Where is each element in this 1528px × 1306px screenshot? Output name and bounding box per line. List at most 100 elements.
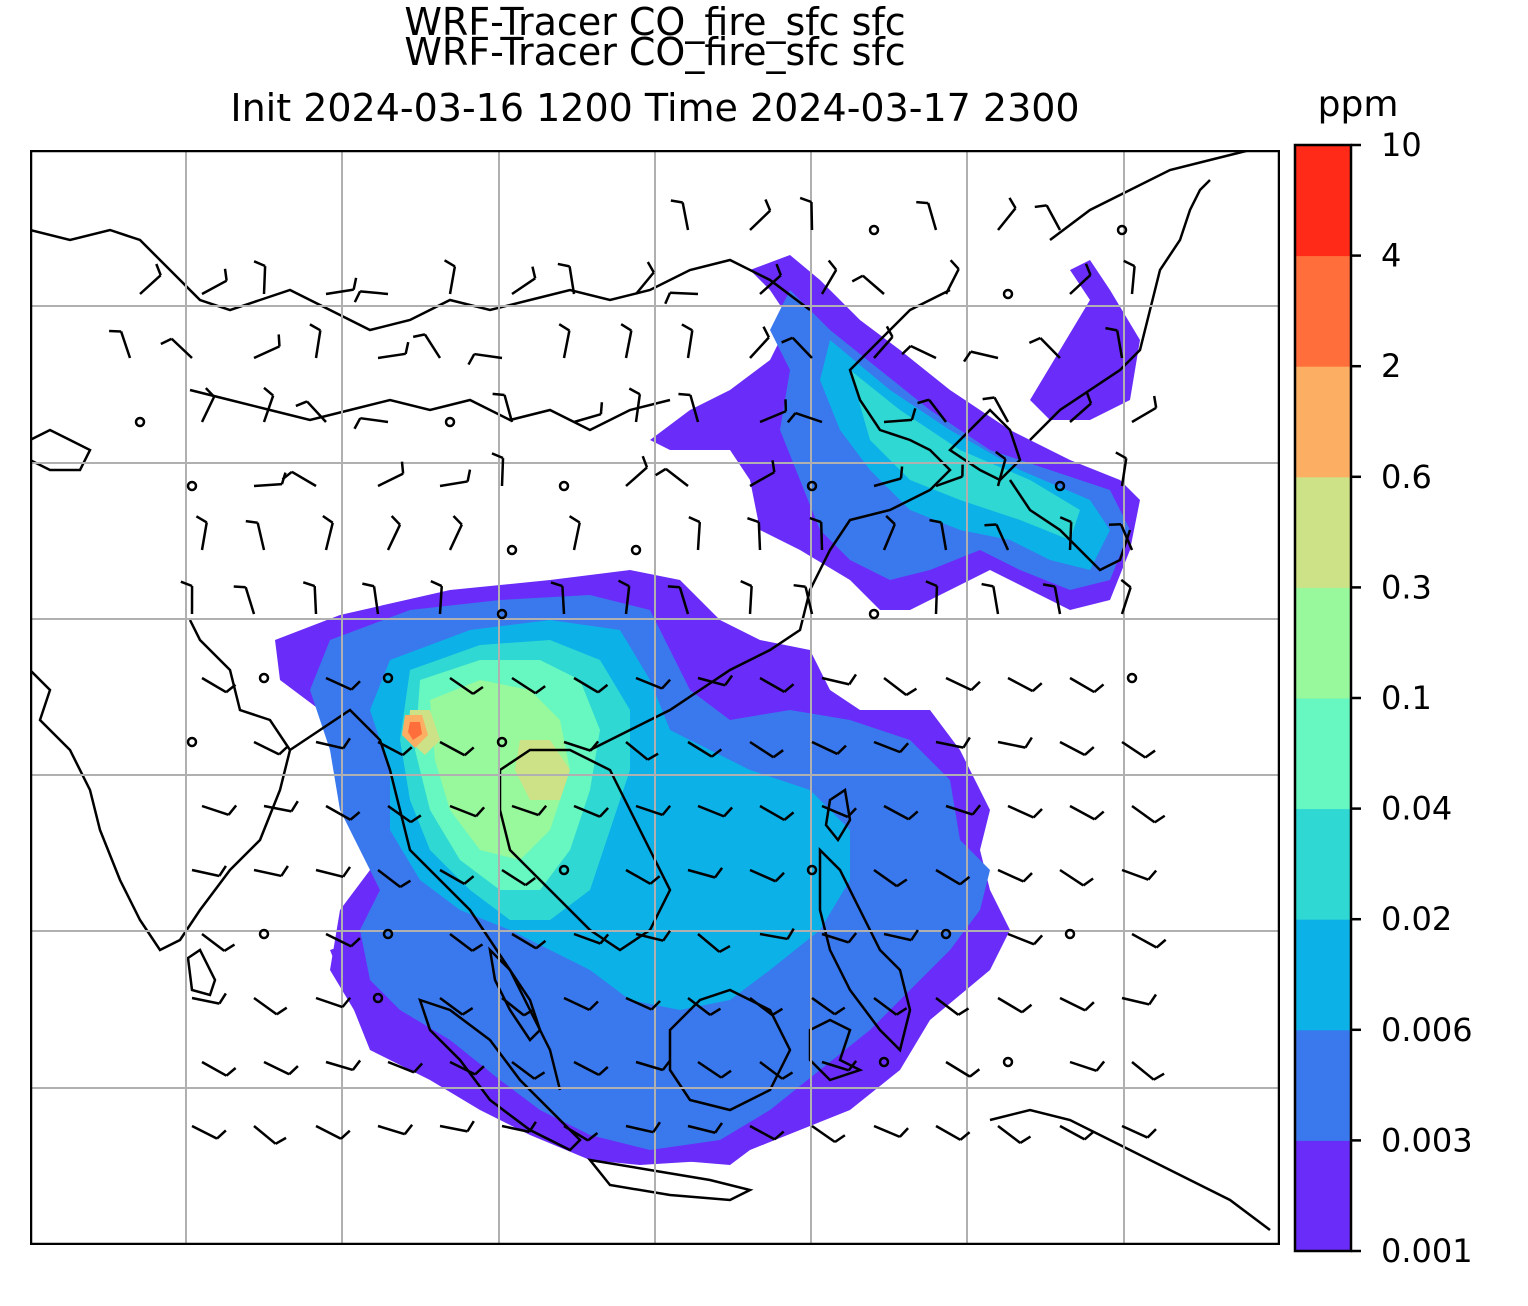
wind-barb-shaft: [935, 997, 960, 1016]
wind-barb-feather: [351, 1059, 362, 1071]
wind-barb-shaft: [689, 394, 700, 423]
wind-barb-feather: [1146, 1128, 1157, 1139]
wind-barb-feather: [649, 875, 661, 885]
wind-barb-shaft: [759, 932, 788, 941]
wind-barb-shaft: [191, 868, 220, 878]
map-panel[interactable]: [30, 150, 1280, 1245]
calm-wind-circle: [558, 480, 570, 492]
coastline-japan-south: [1008, 479, 1132, 572]
wind-barb-feather: [598, 807, 610, 818]
wind-barb-feather: [714, 1122, 724, 1134]
wind-barb-feather: [994, 450, 1007, 461]
wind-barb-feather: [180, 580, 193, 588]
wind-barb-feather: [688, 515, 701, 524]
wind-barb-shaft: [1121, 868, 1149, 881]
wind-barb-shaft: [387, 1060, 415, 1074]
wind-barb-feather: [847, 1060, 858, 1072]
wind-barb-shaft: [573, 1060, 600, 1077]
wind-barb-feather: [537, 804, 548, 816]
wind-barb-shaft: [624, 586, 631, 615]
wind-barb-feather: [277, 334, 281, 347]
wind-barb-shaft: [253, 1125, 277, 1145]
wind-barb-shaft: [253, 345, 281, 360]
wind-barb-feather: [1083, 746, 1095, 756]
wind-barb-shaft: [573, 804, 601, 818]
wind-barb-shaft: [945, 804, 974, 816]
wind-barb-shaft: [561, 585, 566, 615]
wind-barb-shaft: [201, 1060, 228, 1077]
wind-barb-feather: [322, 514, 334, 524]
wind-barb-feather: [467, 353, 476, 366]
wind-barb-feather: [664, 292, 672, 305]
coastline-taiwan: [824, 787, 852, 843]
chart-subtitle: Init 2024-03-16 1200 Time 2024-03-17 230…: [30, 86, 1280, 130]
wind-barb-feather: [1032, 808, 1043, 819]
wind-barb-shaft: [253, 482, 283, 488]
wind-barb-feather: [1093, 810, 1105, 821]
wind-barb-shaft: [687, 997, 712, 1016]
wind-barb-shaft: [749, 209, 772, 231]
wind-barb-feather: [342, 866, 352, 878]
wind-barb-shaft: [625, 868, 651, 885]
wind-barb-shaft: [757, 521, 762, 551]
wind-barb-shaft: [503, 394, 514, 423]
calm-wind-circle: [258, 672, 270, 684]
wind-barb-feather: [550, 581, 563, 588]
coastline-russia-pacific: [1049, 150, 1251, 241]
wind-barb-shaft: [439, 868, 465, 885]
wind-barb-shaft: [945, 676, 972, 692]
calm-wind-circle: [806, 480, 818, 492]
wind-barb-feather: [218, 865, 227, 877]
wind-barb-shaft: [563, 740, 591, 752]
wind-barb-feather: [667, 585, 680, 589]
wind-barb-feather: [899, 742, 910, 753]
wind-barb-shaft: [1121, 740, 1146, 759]
wind-barb-feather: [670, 199, 683, 204]
wind-barb-feather: [925, 580, 938, 588]
wind-barb-shaft: [997, 740, 1026, 749]
wind-barb-shaft: [635, 932, 664, 942]
wind-barb-feather: [834, 1134, 846, 1144]
wind-barb-feather: [907, 810, 919, 821]
calm-wind-circle: [382, 672, 394, 684]
calm-wind-circle: [372, 992, 384, 1004]
wind-barb-feather: [783, 683, 795, 693]
wind-barb-shaft: [928, 398, 947, 423]
wind-barb-feather: [280, 865, 289, 877]
wind-barb-feather: [969, 1068, 981, 1078]
wind-barb-feather: [1105, 326, 1118, 332]
wind-barb-shaft: [821, 1060, 850, 1072]
wind-barb-shaft: [439, 740, 466, 757]
wind-barb-feather: [713, 867, 724, 879]
calm-wind-circle: [1126, 672, 1138, 684]
coastline-china: [589, 288, 952, 752]
wind-barb-feather: [474, 1065, 485, 1076]
wind-barb-shaft: [819, 521, 824, 551]
wind-barb-feather: [836, 744, 847, 755]
wind-barb-feather: [401, 746, 413, 757]
colorbar-tick-label: 10: [1381, 126, 1422, 164]
wind-barb-shaft: [970, 350, 999, 360]
wind-barb-feather: [491, 452, 504, 460]
wind-barb-feather: [959, 1131, 971, 1141]
wind-barb-shaft: [1053, 586, 1062, 615]
wind-barb-feather: [225, 1067, 237, 1077]
wind-barb-feather: [223, 943, 236, 952]
wind-barb-feather: [461, 1007, 474, 1016]
wind-barb-shaft: [1131, 406, 1157, 424]
wind-barb-shaft: [438, 585, 443, 615]
wind-barb-shaft: [439, 996, 464, 1016]
wind-barb-feather: [598, 1065, 609, 1076]
wind-barb-feather: [1028, 336, 1041, 345]
colorbar-bin: [1295, 808, 1351, 920]
wind-barb-shaft: [696, 521, 702, 551]
calm-wind-circle: [134, 416, 146, 428]
wind-barb-shaft: [500, 457, 505, 487]
wind-barb-shaft: [501, 868, 527, 887]
wind-barb-feather: [905, 687, 918, 697]
wind-barb-shaft: [325, 676, 352, 691]
wind-barb-shaft: [935, 740, 964, 749]
wind-barb-feather: [533, 1071, 546, 1080]
wind-barb-shaft: [669, 291, 699, 296]
wind-barb-feather: [410, 814, 422, 824]
